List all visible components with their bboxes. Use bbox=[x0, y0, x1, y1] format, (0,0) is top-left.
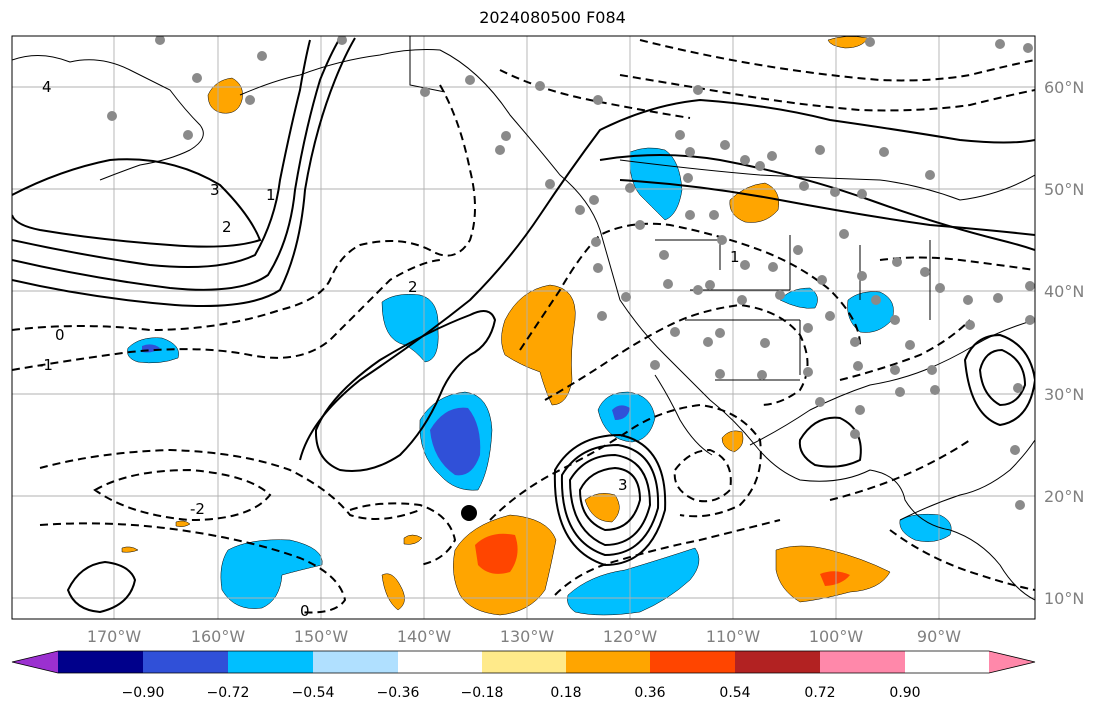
contour-label: 0 bbox=[55, 326, 65, 344]
colorbar-tick-label: 0.72 bbox=[804, 685, 835, 701]
contour-label: 2 bbox=[222, 218, 232, 236]
contour-label: 1 bbox=[730, 248, 740, 266]
colorbar-tick-label: −0.36 bbox=[377, 685, 420, 701]
contour-label: -2 bbox=[190, 500, 205, 518]
lat-label: 10°N bbox=[1044, 589, 1084, 608]
colorbar-tick-label: −0.90 bbox=[122, 685, 165, 701]
lon-label: 100°W bbox=[809, 627, 864, 646]
colorbar-segment bbox=[228, 651, 313, 673]
colorbar-segment bbox=[398, 651, 482, 673]
colorbar-segment bbox=[482, 651, 566, 673]
colorbar-segment bbox=[650, 651, 735, 673]
colorbar-tick-label: 0.90 bbox=[889, 685, 920, 701]
contour-label: 0 bbox=[300, 602, 310, 620]
lat-label: 40°N bbox=[1044, 282, 1084, 301]
contour-label: 3 bbox=[618, 476, 628, 494]
graticule bbox=[12, 36, 1035, 619]
colorbar-tick-label: −0.54 bbox=[292, 685, 335, 701]
lon-label: 130°W bbox=[500, 627, 555, 646]
colorbar-tick-label: 0.18 bbox=[550, 685, 581, 701]
coastlines bbox=[12, 36, 1035, 601]
lon-label: 160°W bbox=[191, 627, 246, 646]
lat-label: 30°N bbox=[1044, 385, 1084, 404]
map-title: 2024080500 F084 bbox=[479, 8, 626, 27]
contour-labels: 4 3 2 1 0 -1 -2 0 1 2 3 bbox=[38, 78, 740, 620]
colorbar-segment bbox=[566, 651, 650, 673]
colorbar-segment bbox=[143, 651, 228, 673]
lat-label: 60°N bbox=[1044, 78, 1084, 97]
lat-label: 20°N bbox=[1044, 487, 1084, 506]
colorbar-extend-low bbox=[12, 651, 58, 673]
storm-center-marker bbox=[461, 505, 477, 521]
contour-label: -1 bbox=[38, 356, 53, 374]
contours-solid bbox=[12, 37, 1035, 614]
colorbar-segment bbox=[735, 651, 820, 673]
map-frame bbox=[11, 35, 1036, 620]
colorbar-tick-label: −0.18 bbox=[461, 685, 504, 701]
contour-label: 4 bbox=[42, 78, 52, 96]
colorbar-tick-label: −0.72 bbox=[207, 685, 250, 701]
lon-label: 150°W bbox=[294, 627, 349, 646]
colorbar-segment bbox=[58, 651, 143, 673]
lon-label: 120°W bbox=[603, 627, 658, 646]
colorbar-segment bbox=[905, 651, 989, 673]
lon-label: 140°W bbox=[397, 627, 452, 646]
colorbar-tick-label: 0.36 bbox=[634, 685, 665, 701]
longitude-labels: 170°W 160°W 150°W 140°W 130°W 120°W 110°… bbox=[87, 627, 961, 646]
contour-label: 1 bbox=[266, 186, 276, 204]
lon-label: 90°W bbox=[917, 627, 961, 646]
contours-dashed bbox=[12, 39, 1035, 614]
contour-label: 3 bbox=[210, 181, 220, 199]
map-plot-area: 4 3 2 1 0 -1 -2 0 1 2 3 bbox=[12, 36, 1035, 620]
lon-label: 170°W bbox=[87, 627, 142, 646]
latitude-labels: 60°N 50°N 40°N 30°N 20°N 10°N bbox=[1044, 78, 1084, 608]
lon-label: 110°W bbox=[706, 627, 761, 646]
colorbar: −0.90 −0.72 −0.54 −0.36 −0.18 0.18 0.36 … bbox=[11, 650, 1036, 701]
colorbar-extend-high bbox=[989, 651, 1035, 673]
station-dots bbox=[107, 36, 1035, 510]
colorbar-tick-label: 0.54 bbox=[719, 685, 750, 701]
contour-label: 2 bbox=[408, 278, 418, 296]
lat-label: 50°N bbox=[1044, 180, 1084, 199]
colorbar-segment bbox=[313, 651, 398, 673]
colorbar-segment bbox=[820, 651, 905, 673]
